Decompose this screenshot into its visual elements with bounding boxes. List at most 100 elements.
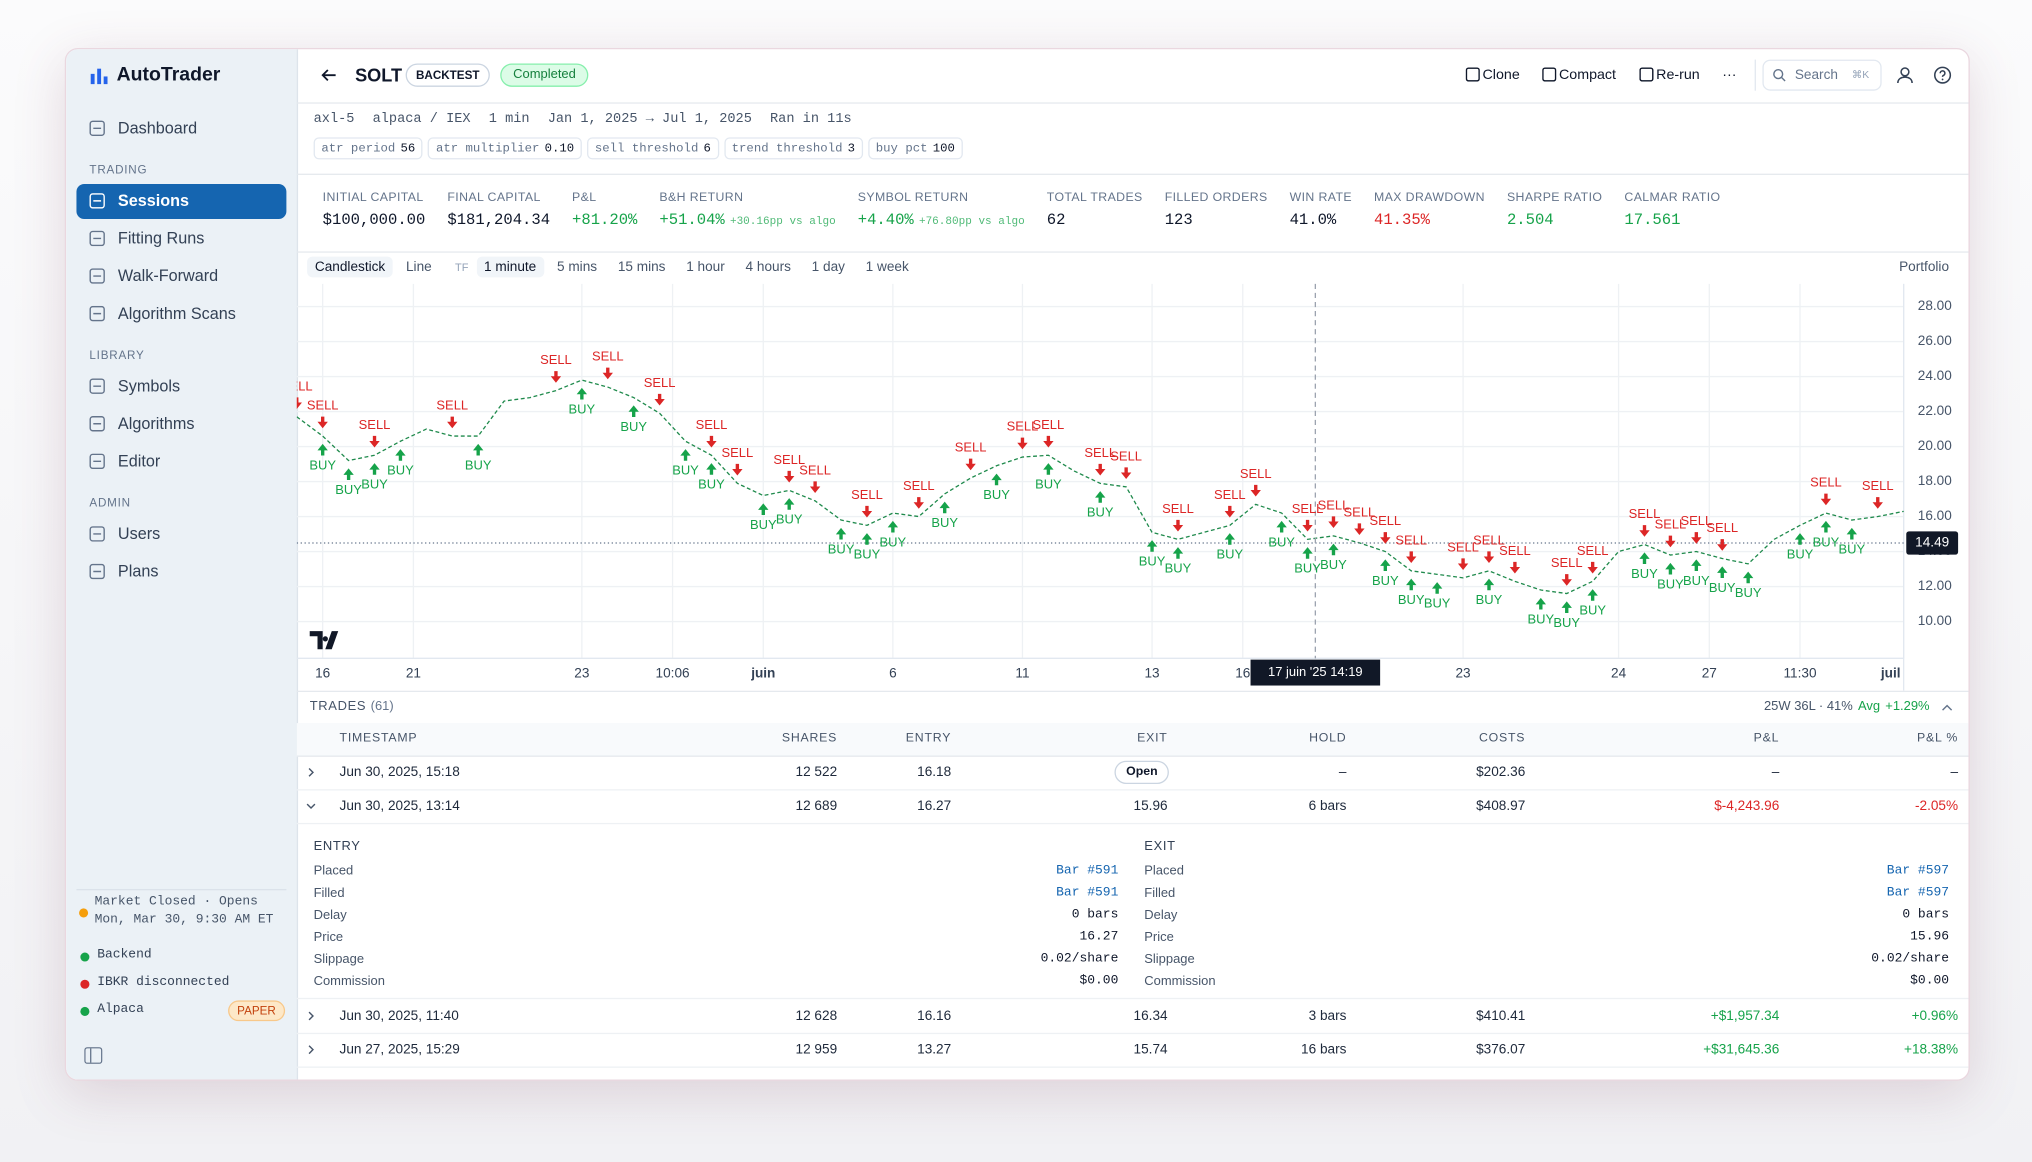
chart-logo bbox=[309, 631, 339, 650]
run-info-item: Ran in 11s bbox=[770, 111, 852, 127]
column-header: TIMESTAMP bbox=[339, 730, 418, 746]
trade-marker-label: BUY bbox=[750, 517, 777, 532]
trade-marker bbox=[1406, 551, 1417, 564]
help-button[interactable] bbox=[1933, 66, 1952, 84]
table-row[interactable] bbox=[296, 756, 1969, 791]
icon-shape bbox=[306, 803, 316, 810]
toolbar-button[interactable]: 4 hours bbox=[745, 259, 791, 275]
trade-marker-label: BUY bbox=[465, 457, 492, 472]
toolbar-button[interactable]: 1 hour bbox=[686, 259, 725, 275]
metric: INITIAL CAPITAL $100,000.00 bbox=[323, 189, 426, 233]
trade-marker bbox=[809, 481, 821, 494]
toolbar-button[interactable]: 5 mins bbox=[556, 259, 598, 275]
trade-marker-label: BUY bbox=[1631, 566, 1658, 581]
column-header: COSTS bbox=[1478, 730, 1526, 746]
nav-item[interactable]: Algorithms bbox=[117, 414, 195, 433]
trade-marker bbox=[706, 435, 717, 448]
search-box[interactable] bbox=[1762, 59, 1882, 91]
trade-marker bbox=[1224, 505, 1235, 518]
trade-marker bbox=[1354, 523, 1365, 536]
trade-marker bbox=[1043, 435, 1054, 448]
nav-item[interactable]: Fitting Runs bbox=[117, 229, 205, 248]
param-chip: atr multiplier 0.10 bbox=[428, 137, 582, 160]
trade-marker-label: BUY bbox=[1657, 576, 1684, 591]
trade-marker-label: SELL bbox=[955, 440, 987, 455]
action-button[interactable]: Compact bbox=[1558, 67, 1617, 83]
portfolio-toggle[interactable]: Portfolio bbox=[1899, 259, 1950, 275]
trade-marker bbox=[1120, 467, 1132, 480]
metric-value: +81.20% bbox=[572, 211, 638, 230]
table-cell: 12 959 bbox=[795, 1041, 838, 1058]
summary-record: 25W 36L · 41% bbox=[1763, 699, 1853, 715]
x-tick-label: 24 bbox=[1611, 665, 1627, 680]
status-dot bbox=[80, 979, 90, 989]
toolbar-button[interactable]: Line bbox=[405, 259, 432, 275]
trade-marker-label: BUY bbox=[1139, 554, 1166, 569]
icon-shape bbox=[89, 563, 105, 580]
nav-item[interactable]: Symbols bbox=[117, 377, 181, 396]
metric: SHARPE RATIO 2.504 bbox=[1507, 189, 1602, 233]
action-button[interactable]: Re-run bbox=[1656, 67, 1700, 83]
user-button[interactable] bbox=[1896, 66, 1914, 84]
toolbar-button[interactable]: 15 mins bbox=[617, 259, 666, 275]
table-row[interactable] bbox=[296, 999, 1969, 1035]
metric: SYMBOL RETURN +4.40% +76.80pp vs algo bbox=[858, 189, 1025, 233]
trade-marker-label: BUY bbox=[1087, 505, 1114, 520]
trade-marker bbox=[1587, 561, 1598, 574]
row-chevron bbox=[306, 803, 316, 810]
detail-value[interactable]: Bar #591 bbox=[1056, 864, 1119, 879]
detail-value[interactable]: Bar #591 bbox=[1056, 886, 1119, 901]
action-icon bbox=[1639, 67, 1654, 82]
table-cell: $408.97 bbox=[1476, 798, 1526, 814]
table-cell: Jun 27, 2025, 15:29 bbox=[339, 1041, 460, 1058]
nav-item[interactable]: Sessions bbox=[117, 191, 190, 210]
detail-title: ENTRY bbox=[313, 839, 361, 854]
action-button[interactable]: ··· bbox=[1722, 67, 1737, 83]
metric-value: 41.35% bbox=[1374, 211, 1431, 230]
nav-item[interactable]: Users bbox=[117, 524, 161, 543]
y-tick-label: 22.00 bbox=[1918, 403, 1952, 418]
table-row[interactable] bbox=[296, 1033, 1969, 1068]
row-chevron bbox=[308, 1045, 314, 1055]
icon-shape bbox=[1542, 67, 1557, 82]
toolbar-button[interactable]: 1 day bbox=[811, 259, 845, 275]
table-row[interactable] bbox=[296, 789, 1969, 825]
metric-value: 41.0% bbox=[1289, 211, 1337, 230]
nav-item[interactable]: Walk-Forward bbox=[117, 266, 219, 286]
trade-marker bbox=[1224, 533, 1235, 545]
collapse-button[interactable] bbox=[84, 1047, 103, 1064]
trade-marker-label: SELL bbox=[1706, 520, 1738, 535]
trade-marker bbox=[1406, 578, 1417, 591]
table-cell: 16 bars bbox=[1301, 1041, 1347, 1058]
trade-marker bbox=[296, 397, 302, 410]
trade-marker bbox=[317, 416, 328, 429]
nav-item[interactable]: Algorithm Scans bbox=[117, 304, 236, 323]
action-button[interactable]: Clone bbox=[1482, 67, 1520, 83]
trade-marker-label: SELL bbox=[1033, 417, 1065, 432]
metric-label: TOTAL TRADES bbox=[1046, 190, 1143, 205]
trade-marker bbox=[758, 503, 769, 515]
detail-value[interactable]: Bar #597 bbox=[1886, 864, 1950, 879]
nav-section-title: ADMIN bbox=[89, 496, 131, 510]
trade-marker-label: BUY bbox=[1579, 603, 1606, 618]
trade-marker-label: SELL bbox=[1395, 532, 1427, 547]
toolbar-button[interactable]: Candlestick bbox=[307, 256, 394, 278]
brand-icon bbox=[90, 68, 108, 85]
nav-item[interactable]: Editor bbox=[117, 452, 161, 471]
nav-item[interactable]: Dashboard bbox=[117, 119, 198, 138]
divider bbox=[296, 690, 1969, 693]
toolbar-button[interactable]: 1 week bbox=[865, 259, 909, 275]
detail-value[interactable]: Bar #597 bbox=[1886, 886, 1950, 901]
param-name: trend threshold bbox=[731, 141, 843, 156]
trade-marker bbox=[1043, 463, 1054, 475]
x-tick-label: 11:30 bbox=[1783, 665, 1816, 680]
last-price-label: 14.49 bbox=[1915, 535, 1949, 550]
trade-marker-label: SELL bbox=[540, 352, 572, 367]
back-button[interactable] bbox=[320, 66, 338, 84]
toolbar-button[interactable]: 1 minute bbox=[476, 256, 545, 278]
metric-value-row: 62 bbox=[1047, 207, 1143, 232]
trade-marker bbox=[1431, 582, 1443, 594]
nav-item[interactable]: Plans bbox=[117, 562, 159, 581]
trade-marker-label: BUY bbox=[1372, 573, 1399, 588]
metric: TOTAL TRADES 62 bbox=[1047, 189, 1143, 233]
